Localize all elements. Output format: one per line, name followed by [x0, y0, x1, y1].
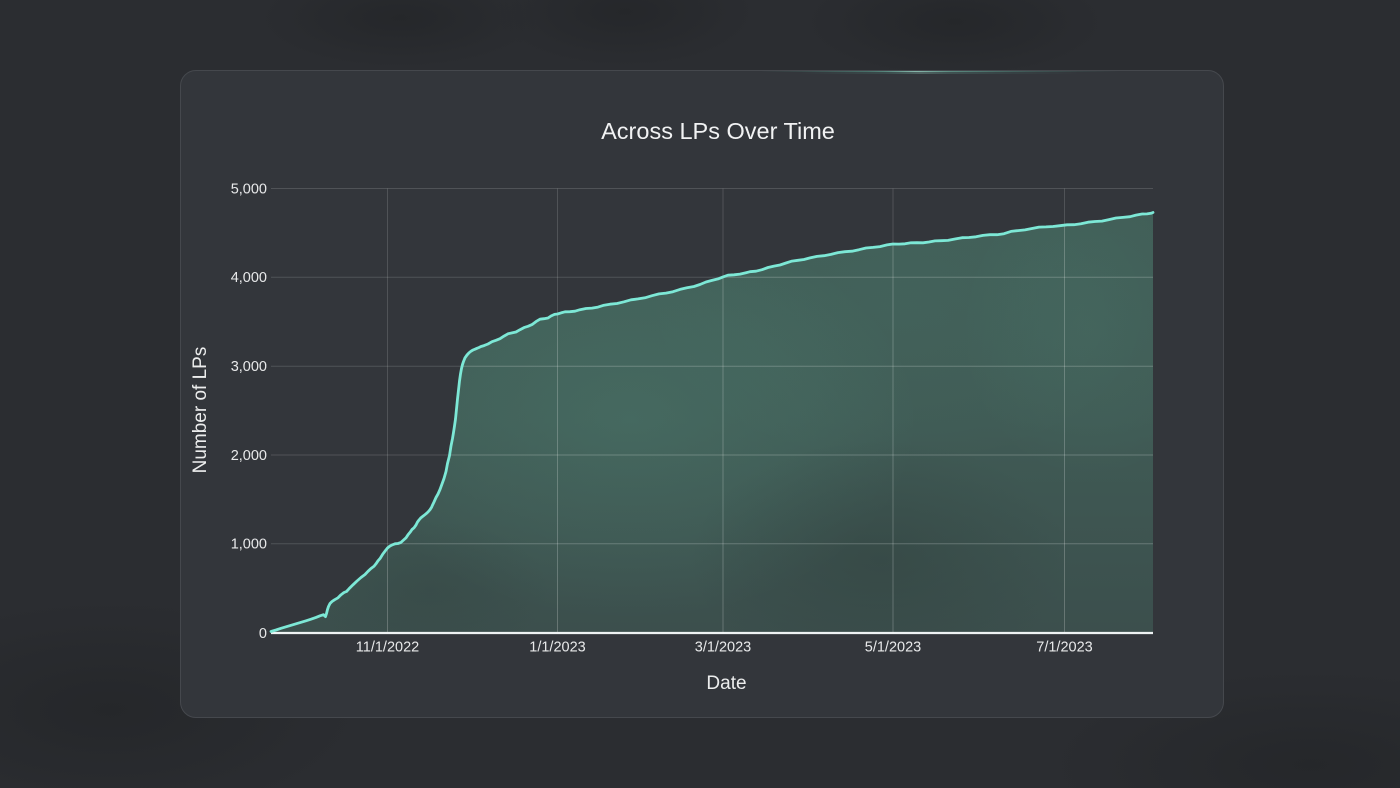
svg-text:1,000: 1,000 [231, 537, 267, 553]
svg-text:3/1/2023: 3/1/2023 [695, 640, 751, 656]
svg-text:Number of LPs: Number of LPs [190, 347, 211, 474]
svg-text:5/1/2023: 5/1/2023 [865, 640, 921, 656]
svg-text:2,000: 2,000 [231, 448, 267, 464]
svg-text:0: 0 [259, 626, 267, 642]
svg-text:3,000: 3,000 [231, 359, 267, 375]
svg-text:5,000: 5,000 [231, 181, 267, 197]
svg-text:4,000: 4,000 [231, 270, 267, 286]
svg-text:11/1/2022: 11/1/2022 [356, 640, 419, 656]
svg-text:7/1/2023: 7/1/2023 [1036, 640, 1092, 656]
svg-text:Across LPs Over Time: Across LPs Over Time [601, 118, 835, 144]
svg-text:1/1/2023: 1/1/2023 [529, 640, 585, 656]
svg-text:Date: Date [706, 673, 746, 694]
